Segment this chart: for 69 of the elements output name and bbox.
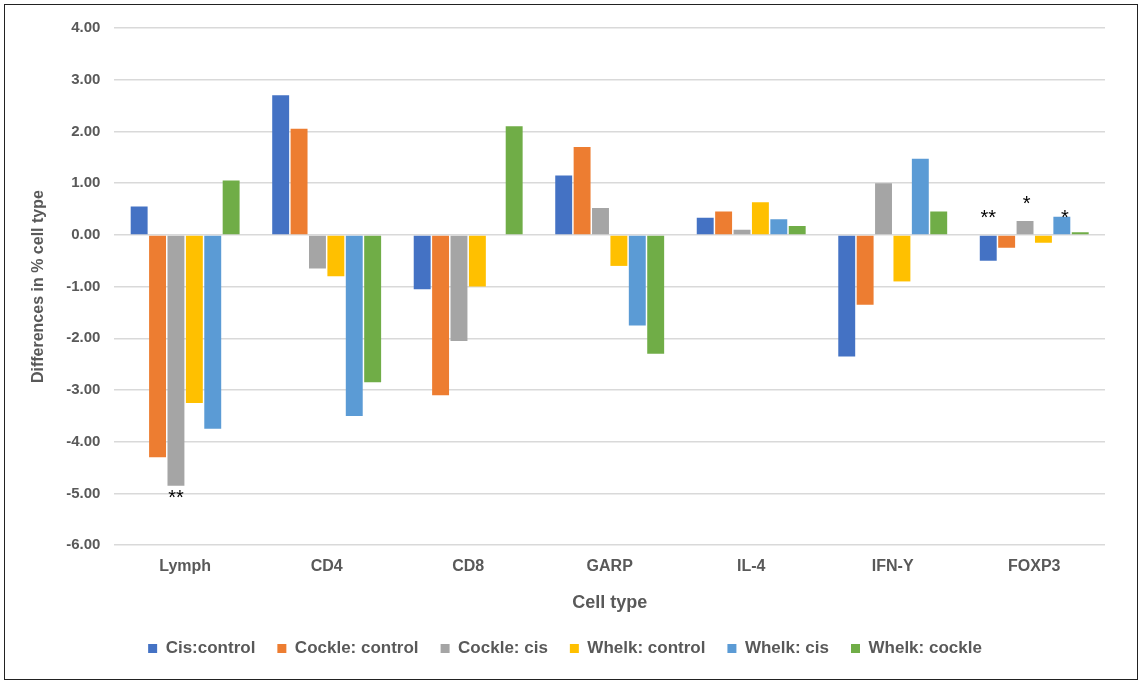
bar [327,235,345,277]
bar [788,226,806,235]
y-tick-label: 4.00 [71,18,101,36]
x-axis-title: Cell type [572,592,648,613]
x-tick-label: FOXP3 [1008,557,1061,575]
bar [998,235,1016,248]
bar [345,235,363,416]
bar [1034,235,1052,243]
y-tick-label: -5.00 [66,483,101,501]
y-tick-label: -1.00 [66,276,101,294]
bar [555,175,573,235]
x-tick-label: IL-4 [736,557,766,575]
bar [1053,216,1071,235]
bar [1016,220,1034,235]
annotation: ** [980,206,997,229]
bar [770,219,788,235]
y-tick-label: 0.00 [71,225,101,243]
bar [432,235,450,396]
bar [610,235,628,266]
bar [911,158,929,235]
bar [696,217,714,235]
bar [838,235,856,357]
bar [272,95,290,235]
x-tick-label: IFN-Y [871,557,914,575]
y-tick-label: 2.00 [71,121,101,139]
bar [893,235,911,282]
x-tick-label: GARP [586,557,634,575]
bar [715,211,733,235]
bar [149,235,167,458]
bar [856,235,874,305]
bar [573,146,591,235]
bar [505,126,523,235]
legend-label: Whelk: cis [744,638,830,658]
bar [450,235,468,341]
legend-label: Cockle: cis [458,638,548,658]
bar [309,235,326,269]
bar [204,235,222,429]
bar [290,128,308,235]
legend-label: Whelk: control [587,638,706,658]
x-tick-label: Lymph [159,557,212,575]
bar [364,235,382,383]
bar [979,235,997,261]
bar [628,235,646,326]
y-tick-label: -3.00 [66,380,101,398]
bar [130,206,148,235]
bar [647,235,665,354]
bar [875,183,892,235]
x-tick-label: CD8 [452,557,485,575]
annotation: ** [168,486,184,509]
bar [167,235,185,486]
y-tick-label: 1.00 [71,173,101,191]
bar [413,235,431,290]
bar [222,180,240,235]
y-tick-label: 3.00 [71,69,101,87]
annotation: * [1022,192,1031,215]
bar [751,202,769,235]
bar [468,235,486,287]
legend-label: Whelk: cockle [868,638,982,658]
legend-label: Cis:control [165,638,256,658]
y-tick-label: -6.00 [66,535,101,553]
y-tick-label: -4.00 [66,431,101,449]
x-tick-label: CD4 [310,557,343,575]
bar [930,211,948,235]
legend-label: Cockle: control [294,638,419,658]
y-axis-title: Differences in % cell type [29,190,47,384]
y-tick-label: -2.00 [66,328,101,346]
bar [592,207,609,235]
annotation: * [1061,206,1070,229]
bar [185,235,203,403]
